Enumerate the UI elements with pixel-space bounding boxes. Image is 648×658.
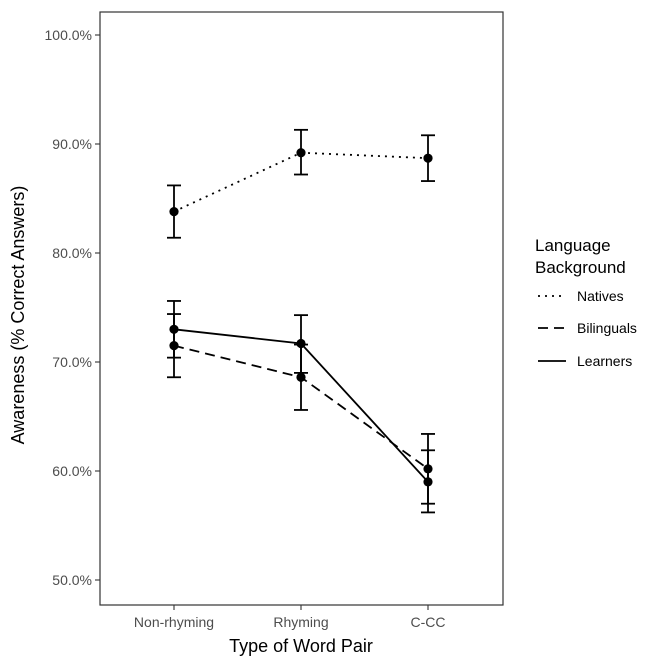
data-point-natives [169,206,179,217]
data-point-learners [296,338,306,349]
legend: Language Background Natives Bilinguals Lea… [535,236,637,369]
series-layer [167,128,435,514]
legend-label-bilinguals: Bilinguals [577,320,637,336]
plot-panel [99,11,504,606]
series-line-natives [173,151,429,213]
y-tick-label: 50.0% [52,572,92,588]
data-point-bilinguals [296,372,306,382]
x-axis-title: Type of Word Pair [229,636,373,656]
data-point-learners [169,324,179,334]
y-tick-label: 100.0% [45,27,92,43]
data-point-learners [423,477,433,487]
series-learners [167,300,435,514]
axis-ticks: 50.0% 60.0% 70.0% 80.0% 90.0% 100.0% Non-rhymi… [45,27,446,630]
x-tick-label: Non-rhyming [134,614,214,630]
legend-title-line-1: Language [535,236,611,255]
x-tick-label: C-CC [411,614,446,630]
legend-items: Natives Bilinguals Learners [538,288,637,369]
y-axis-title: Awareness (% Correct Answers) [8,186,28,445]
legend-label-learners: Learners [577,353,632,369]
data-point-natives [296,148,306,158]
x-tick-label: Rhyming [273,614,328,630]
y-axis-title-group: Awareness (% Correct Answers) [8,186,28,445]
series-natives [167,128,435,239]
y-tick-label: 90.0% [52,136,92,152]
y-tick-label: 60.0% [52,463,92,479]
legend-title-line-2: Background [535,258,626,277]
y-tick-label: 70.0% [52,354,92,370]
y-tick-label: 80.0% [52,245,92,261]
legend-label-natives: Natives [577,288,624,304]
data-point-natives [423,153,433,163]
